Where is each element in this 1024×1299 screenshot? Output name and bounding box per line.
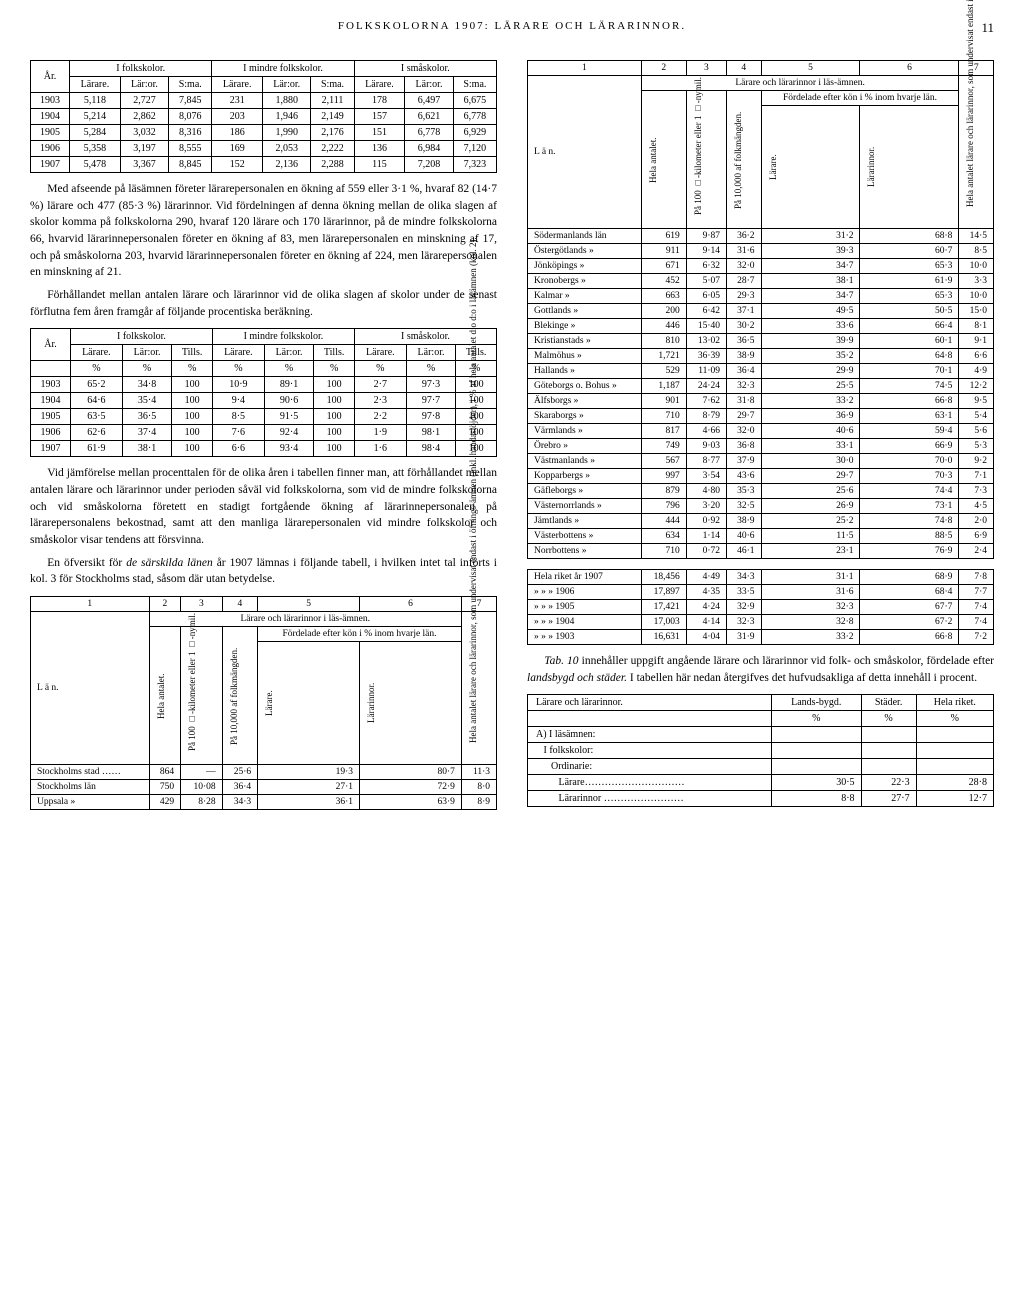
- table-row: Hallands »52911·0936·429·970·14·9: [528, 364, 994, 379]
- table-row: Östergötlands »9119·1431·639·360·78·5: [528, 244, 994, 259]
- table-row: Värmlands »8174·6632·040·659·45·6: [528, 424, 994, 439]
- table-row: Kronobergs »4525·0728·738·161·93·3: [528, 274, 994, 289]
- table-row: 190365·234·810010·989·11002·797·3100: [31, 377, 497, 393]
- table-row: Kopparbergs »9973·5443·629·770·37·1: [528, 469, 994, 484]
- table-row: 19035,1182,7277,8452311,8802,1111786,497…: [31, 93, 497, 109]
- table-row: Jönköpings »6716·3232·034·765·310·0: [528, 259, 994, 274]
- table-row: 190563·536·51008·591·51002·297·8100: [31, 409, 497, 425]
- page-number: 11: [981, 20, 994, 36]
- group-folkskolor: I folkskolor.: [70, 61, 212, 77]
- table-row: 19065,3583,1978,5551692,0532,2221366,984…: [31, 141, 497, 157]
- table-row: 190464·635·41009·490·61002·397·7100: [31, 393, 497, 409]
- table-row: Västerbottens »6341·1440·611·588·56·9: [528, 529, 994, 544]
- table-row: Blekinge »44615·4030·233·666·48·1: [528, 319, 994, 334]
- table-row: » » » 190617,8974·3533·531·668·47·7: [528, 585, 994, 600]
- table-row: 19075,4783,3678,8451522,1362,2881157,208…: [31, 157, 497, 173]
- table-row: Hela riket år 190718,4564·4934·331·168·9…: [528, 570, 994, 585]
- table-row: Malmöhus »1,72136·3938·935·264·86·6: [528, 349, 994, 364]
- table-row: Lärare…………………………30·522·328·8: [528, 775, 994, 791]
- table-row: Örebro »7499·0336·833·166·95·3: [528, 439, 994, 454]
- group-smaskolor: I småskolor.: [354, 61, 496, 77]
- table-row: Västernorrlands »7963·2032·526·973·14·5: [528, 499, 994, 514]
- table-row: Jämtlands »4440·9238·925·274·82·0: [528, 514, 994, 529]
- table-row: Gäfleborgs »8794·8035·325·674·47·3: [528, 484, 994, 499]
- table-row: Stockholms stad ……864—25·619·380·711·3: [31, 765, 497, 780]
- table-row: 19055,2843,0328,3161861,9902,1761516,778…: [31, 125, 497, 141]
- table-lan-left: 1 2 3 4 5 6 7 L ä n. Lärare och lärarinn…: [30, 596, 497, 810]
- table-row: Södermanlands län6199·8736·231·268·814·5: [528, 229, 994, 244]
- table-row: 190662·637·41007·692·41001·998·1100: [31, 425, 497, 441]
- paragraph-5: Tab. 10 innehåller uppgift angående lära…: [527, 653, 994, 686]
- table-lands-stader: Lärare och lärarinnor. Lands-bygd. Städe…: [527, 694, 994, 807]
- paragraph-4: En öfversikt för de särskilda länen år 1…: [30, 555, 497, 588]
- table-row: 19045,2142,8628,0762031,9462,1491576,621…: [31, 109, 497, 125]
- table-row: Uppsala »4298·2834·336·163·98·9: [31, 795, 497, 810]
- paragraph-2: Förhållandet mellan antalen lärare och l…: [30, 287, 497, 320]
- table-row: A) I läsämnen:: [528, 727, 994, 743]
- table-row: Lärarinnor ……………………8·827·712·7: [528, 791, 994, 807]
- table-lan-right: 1 2 3 4 5 6 7 L ä n. Lärare och lärarinn…: [527, 60, 994, 645]
- table-percent: År. I folkskolor. I mindre folkskolor. I…: [30, 328, 497, 457]
- table-row: Västmanlands »5678·7737·930·070·09·2: [528, 454, 994, 469]
- table-row: Gottlands »2006·4237·149·550·515·0: [528, 304, 994, 319]
- table-row: Älfsborgs »9017·6231·833·266·89·5: [528, 394, 994, 409]
- table-row: I folkskolor:: [528, 743, 994, 759]
- col-year: År.: [31, 61, 70, 93]
- table-row: Kristianstads »81013·0236·539·960·19·1: [528, 334, 994, 349]
- table-row: Stockholms län75010·0836·427·172·98·0: [31, 780, 497, 795]
- table-row: » » » 190417,0034·1432·332·867·27·4: [528, 615, 994, 630]
- table-row: » » » 190517,4214·2432·932·367·77·4: [528, 600, 994, 615]
- group-mindre: I mindre folkskolor.: [212, 61, 354, 77]
- table-row: Kalmar »6636·0529·334·765·310·0: [528, 289, 994, 304]
- table-row: Skaraborgs »7108·7929·736·963·15·4: [528, 409, 994, 424]
- tab-ref: Tab. 10: [544, 655, 578, 667]
- table-row: Ordinarie:: [528, 759, 994, 775]
- page-title: FOLKSKOLORNA 1907: LÄRARE OCH LÄRARINNOR…: [338, 20, 686, 32]
- table-row: 190761·938·11006·693·41001·698·4100: [31, 441, 497, 457]
- table-row: » » » 190316,6314·0431·933·266·87·2: [528, 630, 994, 645]
- paragraph-1: Med afseende på läsämnen företer lärarep…: [30, 181, 497, 281]
- table-row: Göteborgs o. Bohus »1,18724·2432·325·574…: [528, 379, 994, 394]
- paragraph-3: Vid jämförelse mellan procenttalen för d…: [30, 465, 497, 548]
- table-absolute-counts: År. I folkskolor. I mindre folkskolor. I…: [30, 60, 497, 173]
- table-row: Norrbottens »7100·7246·123·176·92·4: [528, 544, 994, 559]
